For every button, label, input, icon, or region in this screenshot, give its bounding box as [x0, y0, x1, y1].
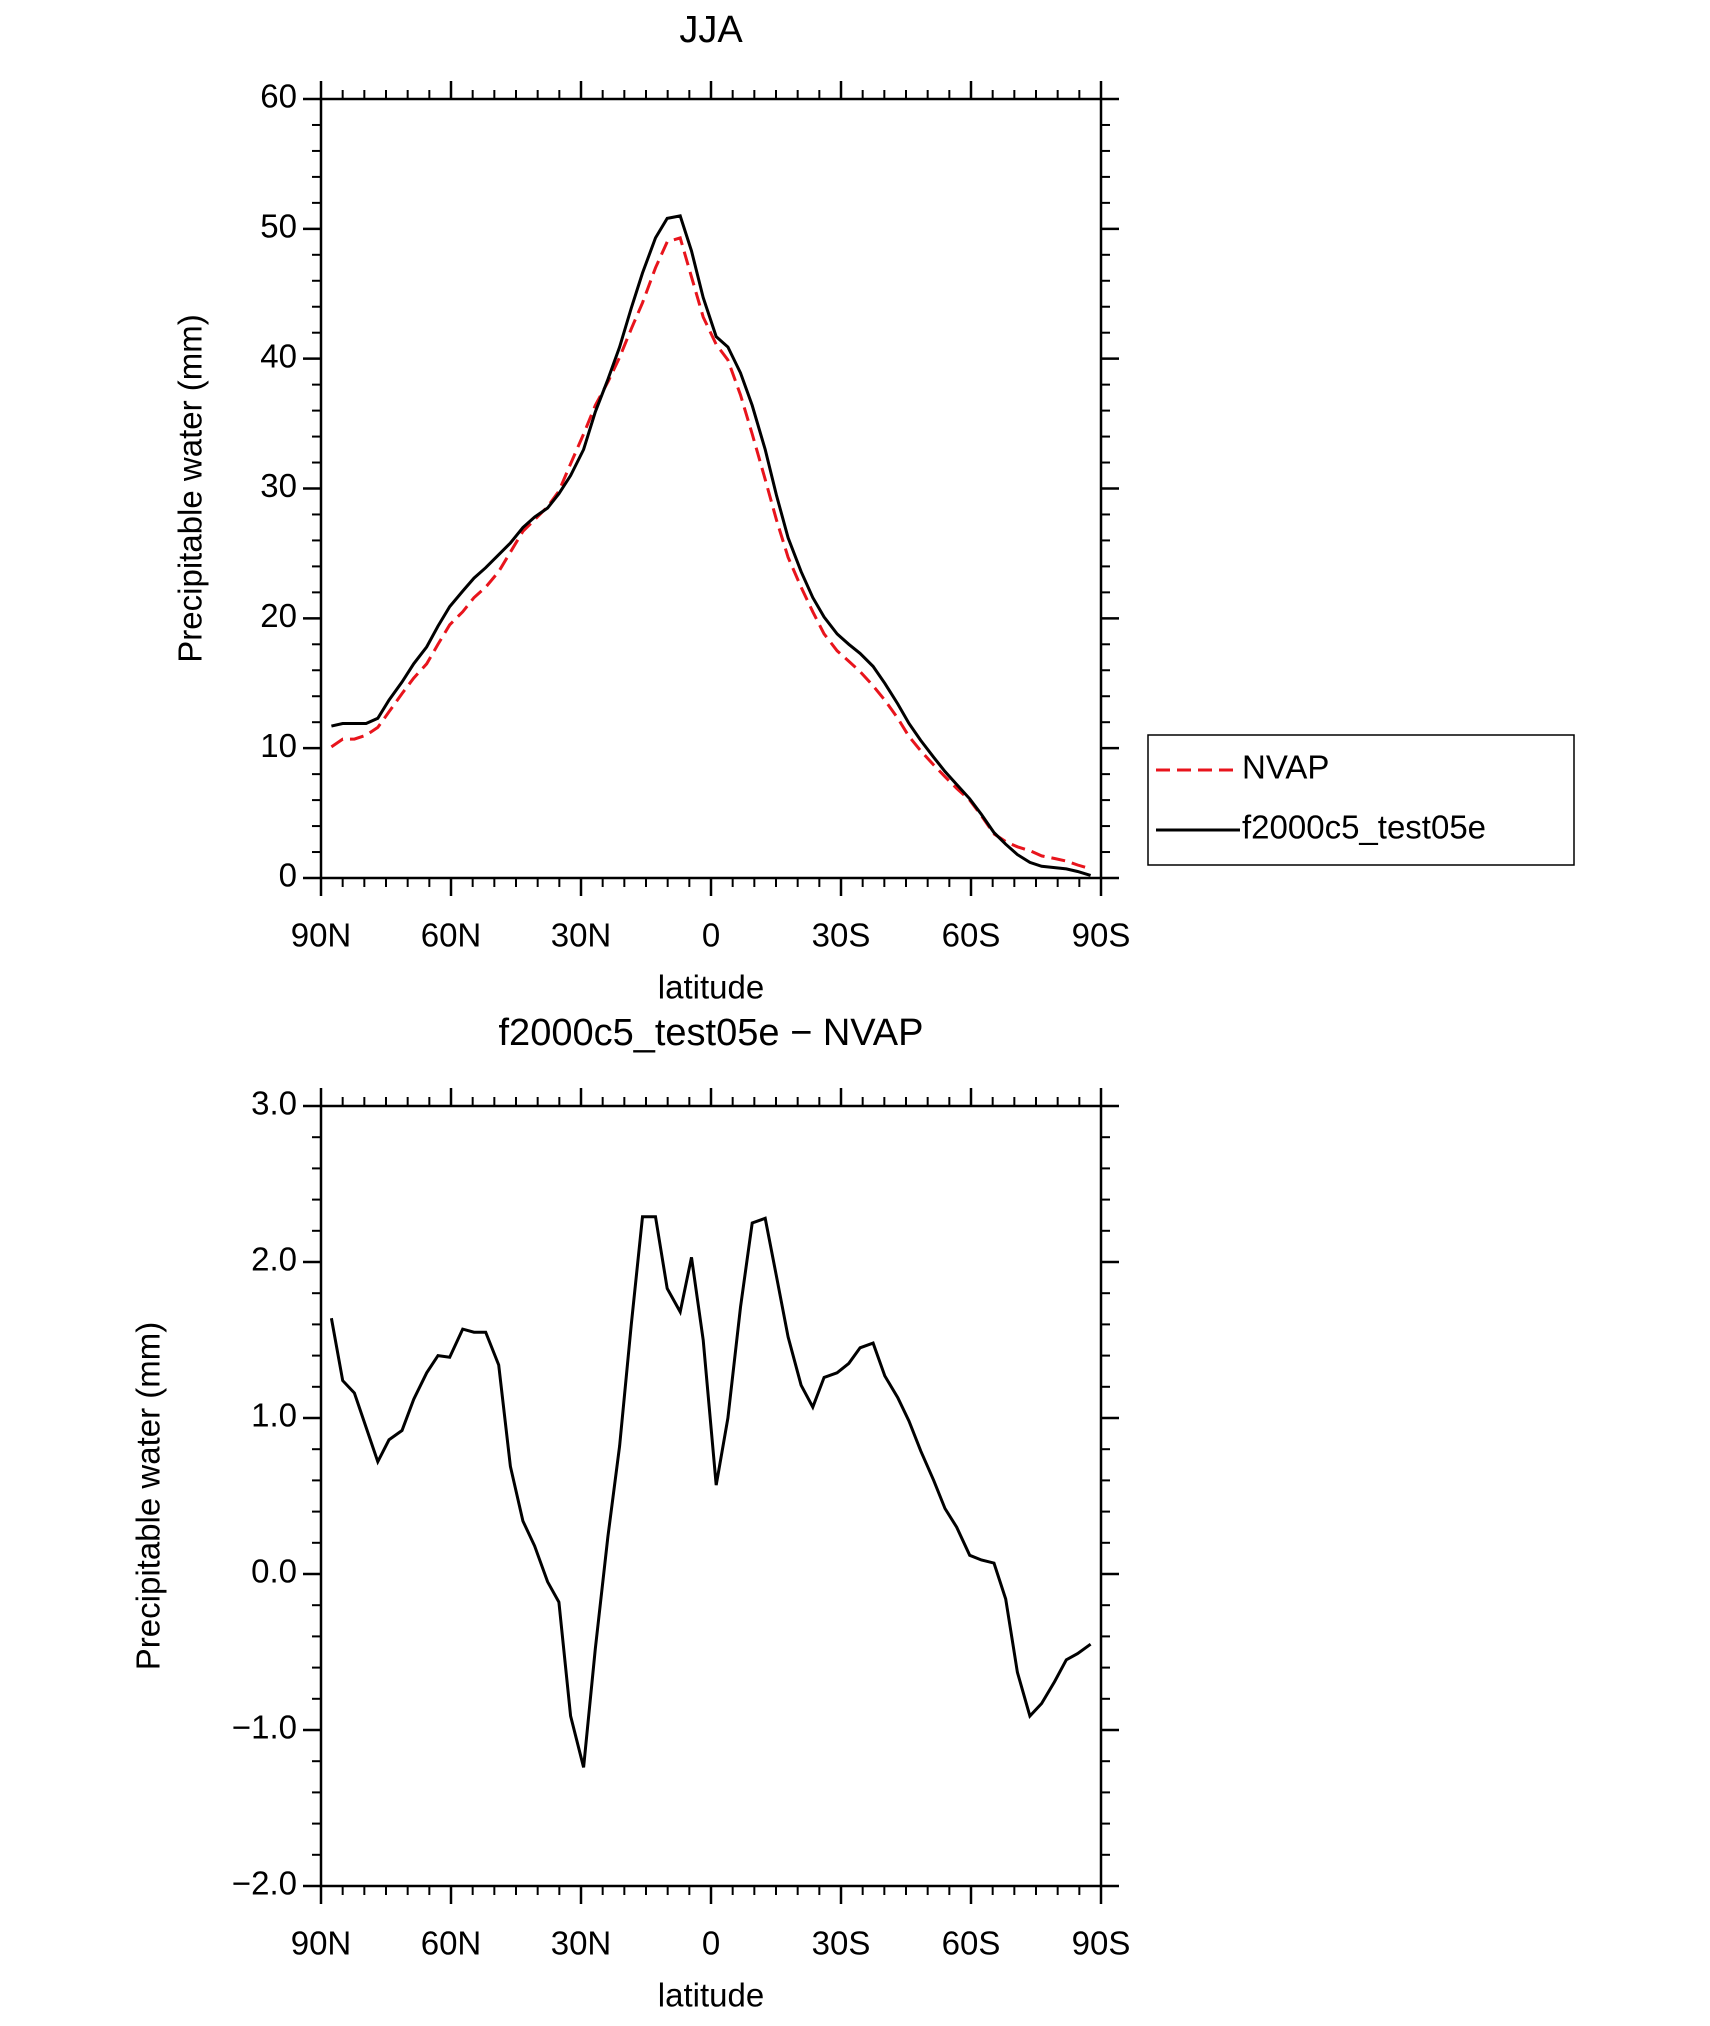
x-tick-label: 60S — [942, 917, 1001, 954]
legend-label: NVAP — [1242, 749, 1329, 786]
data-line — [330, 236, 1092, 871]
x-tick-label: 30N — [551, 1925, 612, 1962]
x-tick-label: 30N — [551, 917, 612, 954]
x-axis-label: latitude — [658, 1977, 764, 2014]
plot-frame — [319, 1104, 1103, 1888]
x-tick-label: 60N — [421, 917, 482, 954]
x-tick-label: 90S — [1072, 917, 1131, 954]
y-tick-label: 3.0 — [251, 1085, 297, 1122]
y-tick-label: 1.0 — [251, 1397, 297, 1434]
chart-title: f2000c5_test05e − NVAP — [499, 1012, 924, 1054]
y-axis-label: Precipitable water (mm) — [130, 1322, 167, 1670]
x-tick-label: 60S — [942, 1925, 1001, 1962]
x-tick-label: 0 — [702, 917, 720, 954]
y-tick-label: 50 — [260, 208, 297, 245]
y-tick-label: −1.0 — [232, 1709, 297, 1746]
x-tick-label: 90N — [291, 917, 352, 954]
chart-title: JJA — [679, 9, 743, 51]
y-axis-label: Precipitable water (mm) — [172, 314, 209, 662]
y-tick-label: 20 — [260, 597, 297, 634]
legend-box — [1147, 734, 1575, 866]
y-tick-label: 0 — [279, 857, 297, 894]
x-tick-label: 0 — [702, 1925, 720, 1962]
y-tick-label: 60 — [260, 78, 297, 115]
x-tick-label: 90S — [1072, 1925, 1131, 1962]
legend-label: f2000c5_test05e — [1242, 809, 1486, 846]
x-tick-label: 90N — [291, 1925, 352, 1962]
y-tick-label: 0.0 — [251, 1553, 297, 1590]
y-tick-label: 40 — [260, 337, 297, 374]
y-tick-label: −2.0 — [232, 1865, 297, 1902]
data-line — [331, 214, 1092, 877]
y-tick-label: 30 — [260, 467, 297, 504]
x-axis-label: latitude — [658, 969, 764, 1006]
x-tick-label: 30S — [812, 1925, 871, 1962]
plot-frame — [319, 97, 1103, 880]
x-tick-label: 60N — [421, 1925, 482, 1962]
y-tick-label: 10 — [260, 727, 297, 764]
data-line — [329, 1215, 1092, 1768]
y-tick-label: 2.0 — [251, 1241, 297, 1278]
x-tick-label: 30S — [812, 917, 871, 954]
